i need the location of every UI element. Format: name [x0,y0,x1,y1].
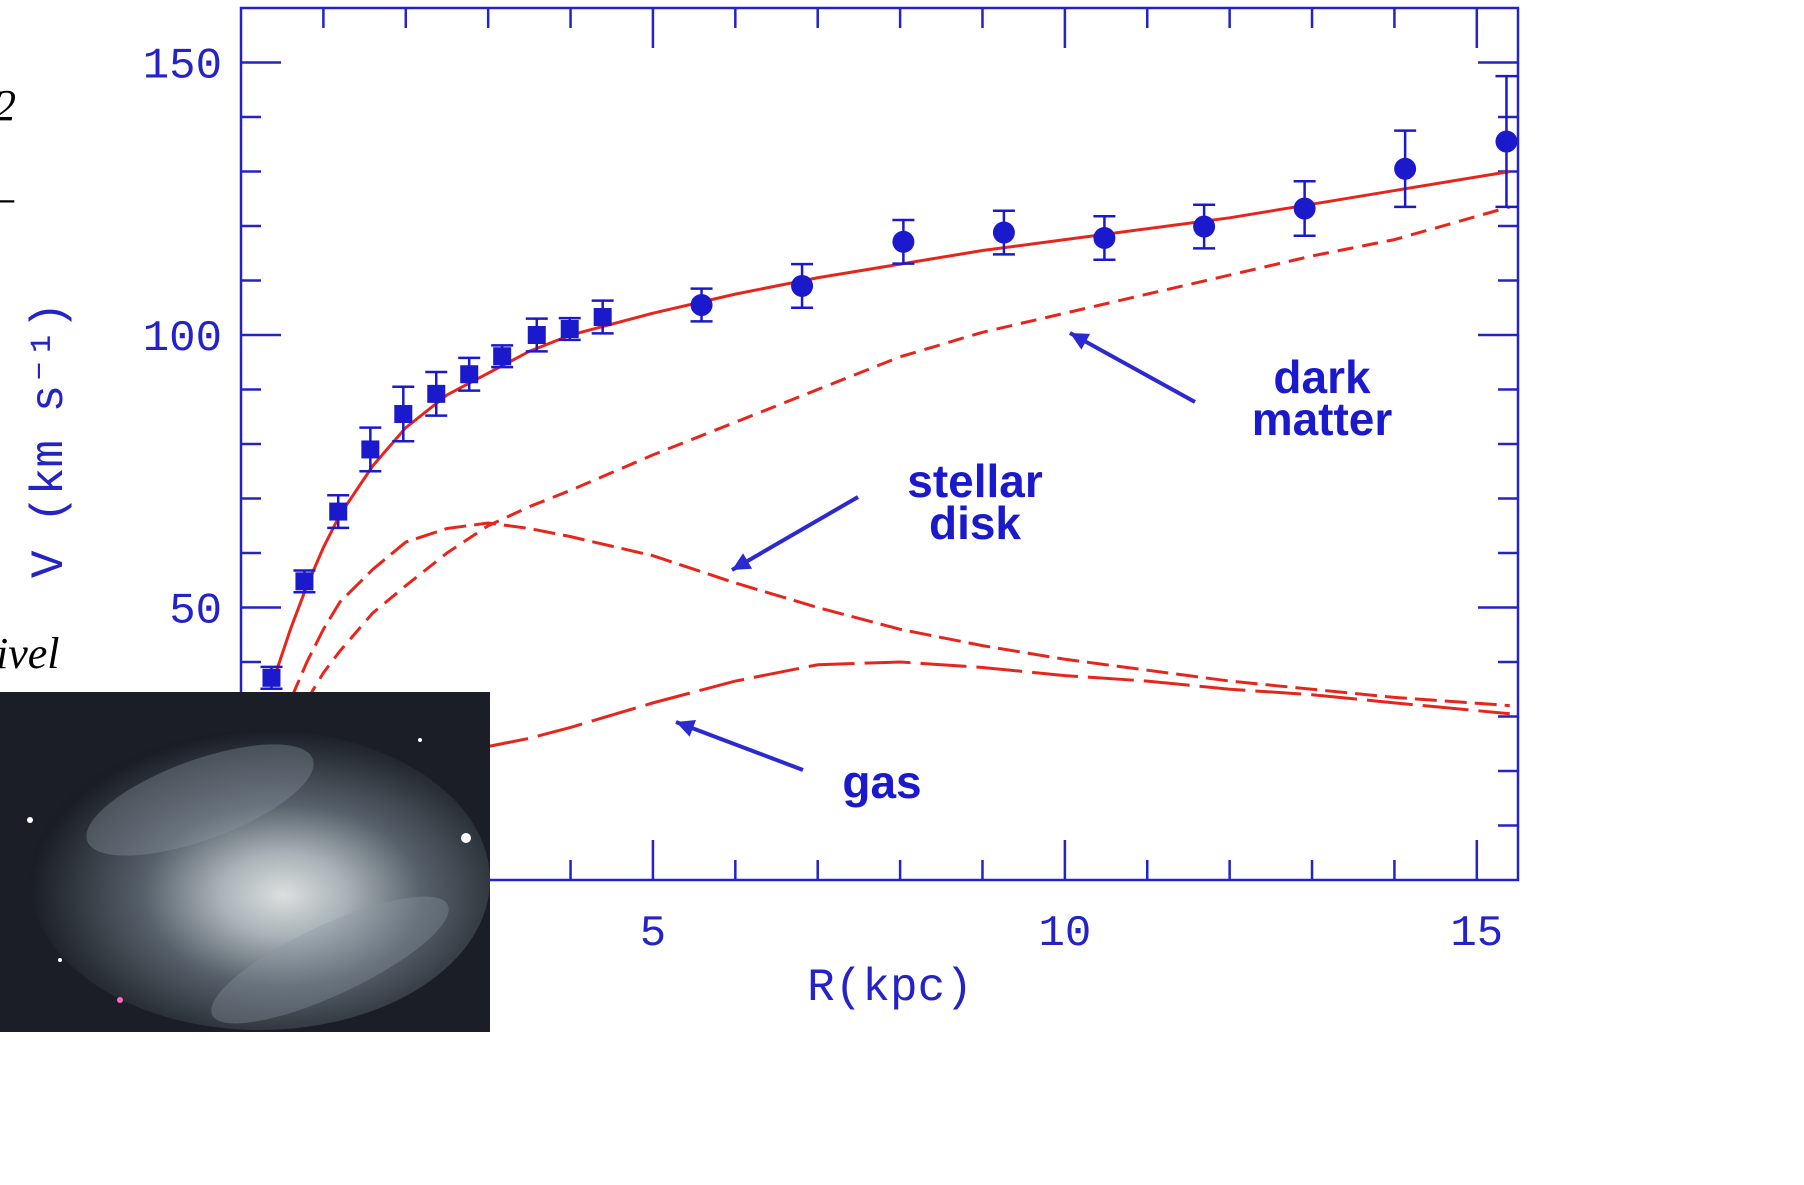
data-point [561,320,579,338]
data-point [427,385,445,403]
data-point [993,222,1015,244]
data-point [295,572,313,590]
annotation-arrow [676,722,803,770]
annotation: disk [929,497,1021,549]
x-tick-label: 5 [640,909,666,959]
star [418,738,422,742]
data-point [691,294,713,316]
x-axis-label: R(kpc) [807,962,973,1014]
data-point [1193,216,1215,238]
y-tick-label: 50 [169,587,222,637]
y-axis-label: V (km s⁻¹) [24,302,76,578]
data-point [1294,198,1316,220]
model-curve [290,523,1509,706]
y-tick-label: 150 [143,42,222,92]
star [58,958,62,962]
data-point [1394,158,1416,180]
cut-text: ivel [0,629,60,678]
x-tick-label: 10 [1038,909,1091,959]
data-point [493,347,511,365]
galaxy-photo [0,692,490,1047]
data-point [361,440,379,458]
annotation: matter [1252,393,1393,445]
y-tick-label: 100 [143,314,222,364]
annotation-arrow [732,497,858,570]
data-point [791,275,813,297]
star [461,833,471,843]
data-point [329,503,347,521]
data-point [262,669,280,687]
data-point [1093,227,1115,249]
annotation-arrow [1070,333,1195,402]
data-point [892,231,914,253]
data-point [394,405,412,423]
model-curve [307,207,1510,700]
data-point [1495,131,1517,153]
chart: 2 – ivel 5101550100150R(kpc)V (km s⁻¹)da… [0,0,1804,1185]
star [117,997,123,1003]
cut-text: 2 [0,81,16,130]
data-point [594,308,612,326]
cut-text: – [0,173,15,222]
x-tick-label: 15 [1450,909,1503,959]
data-point [460,365,478,383]
data-point [528,326,546,344]
annotation: gas [842,756,921,808]
star [27,817,33,823]
